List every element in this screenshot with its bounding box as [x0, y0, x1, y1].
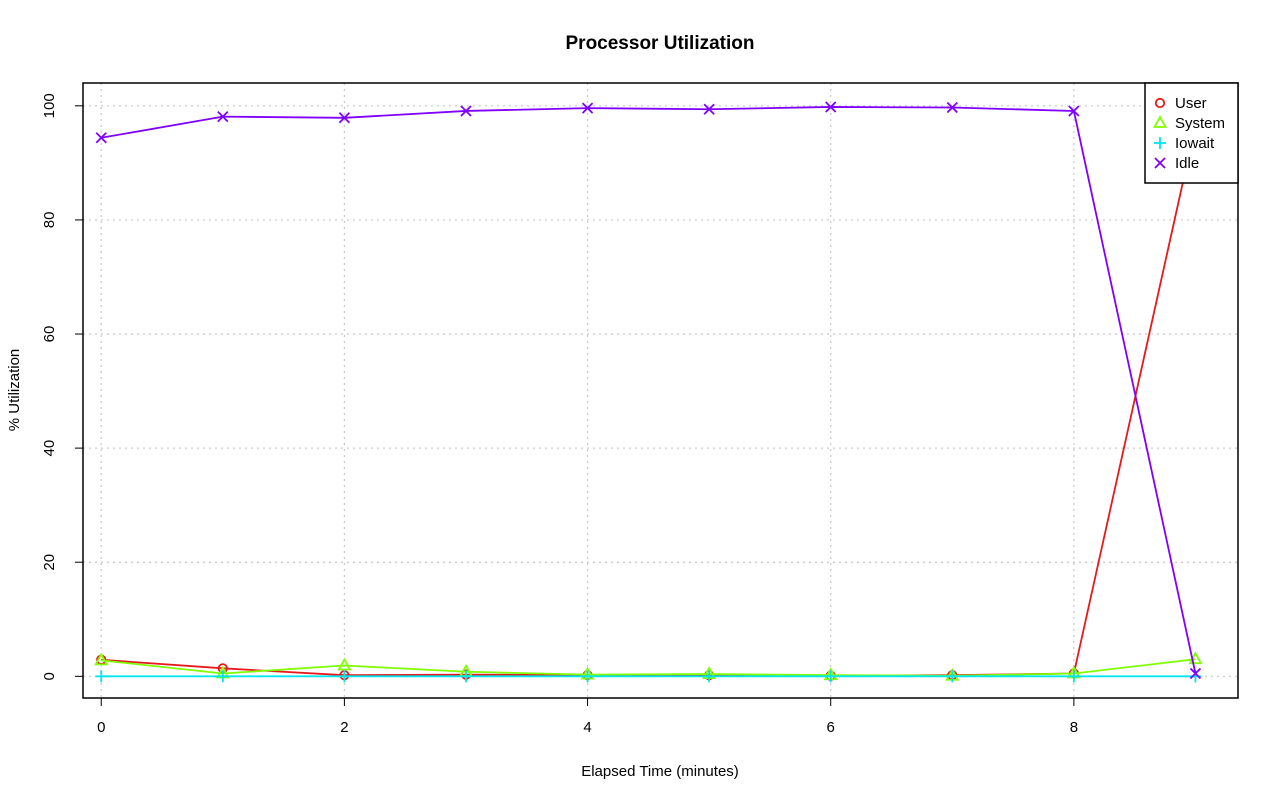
legend-item-iowait: Iowait: [1154, 135, 1215, 152]
legend-label-idle: Idle: [1175, 155, 1199, 172]
legend-label-system: System: [1175, 115, 1225, 132]
x-tick-label: 4: [583, 719, 591, 736]
data-point-system: [337, 657, 352, 671]
legend-marker-user: [1154, 97, 1166, 109]
data-point-iowait: [459, 670, 472, 683]
series-user: [96, 120, 1201, 681]
series-idle: [95, 101, 1202, 680]
legend-item-idle: Idle: [1154, 155, 1199, 172]
legend-label-user: User: [1175, 95, 1207, 112]
data-point-system: [94, 652, 109, 666]
data-point-idle: [1189, 667, 1202, 680]
data-point-iowait: [581, 670, 594, 683]
data-point-idle: [95, 132, 107, 144]
data-point-iowait: [824, 670, 837, 683]
x-tick-label: 0: [97, 719, 105, 736]
data-point-idle: [460, 105, 472, 117]
data-point-idle: [338, 112, 351, 124]
chart-title: Processor Utilization: [566, 33, 755, 54]
grid: [83, 83, 1238, 698]
series-line-idle: [101, 106, 1197, 674]
series-group: [94, 101, 1203, 683]
data-point-idle: [825, 101, 837, 113]
y-tick-label: 60: [41, 326, 58, 343]
series-line-user: [101, 125, 1197, 677]
legend-marker-idle: [1154, 157, 1166, 169]
x-axis-label: Elapsed Time (minutes): [581, 763, 739, 780]
y-axis-label: % Utilization: [6, 349, 23, 432]
data-point-idle: [217, 111, 229, 123]
data-point-iowait: [946, 670, 959, 683]
data-point-idle: [703, 103, 715, 115]
x-tick-label: 8: [1070, 719, 1078, 736]
legend-marker-system: [1152, 115, 1168, 128]
legend: User System Iowait Idle: [1144, 82, 1239, 184]
y-tick-label: 40: [41, 440, 58, 457]
data-point-iowait: [703, 670, 716, 683]
series-line-system: [101, 658, 1196, 677]
data-point-iowait: [95, 670, 108, 683]
y-tick-label: 80: [41, 212, 58, 229]
plot-frame: [82, 82, 1239, 699]
data-point-iowait: [338, 670, 351, 683]
data-point-iowait: [1067, 670, 1080, 683]
x-tick-label: 6: [827, 719, 835, 736]
y-tick-label: 100: [41, 93, 58, 118]
series-iowait: [95, 670, 1202, 683]
y-tick-label: 0: [41, 672, 58, 680]
legend-label-iowait: Iowait: [1175, 135, 1215, 152]
legend-item-user: User: [1154, 95, 1207, 112]
x-tick-label: 2: [340, 719, 348, 736]
data-point-idle: [946, 101, 958, 114]
y-tick-label: 20: [41, 554, 58, 571]
data-point-iowait: [216, 670, 229, 683]
legend-item-system: System: [1152, 115, 1225, 132]
data-point-idle: [581, 102, 594, 114]
legend-marker-iowait: [1154, 137, 1166, 149]
data-point-idle: [1068, 105, 1080, 117]
